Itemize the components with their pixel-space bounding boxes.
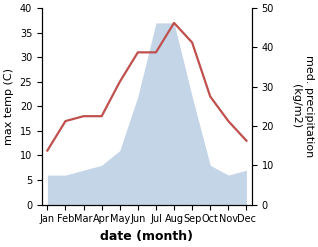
X-axis label: date (month): date (month) <box>100 230 193 243</box>
Y-axis label: max temp (C): max temp (C) <box>4 68 14 145</box>
Y-axis label: med. precipitation
(kg/m2): med. precipitation (kg/m2) <box>291 55 314 158</box>
